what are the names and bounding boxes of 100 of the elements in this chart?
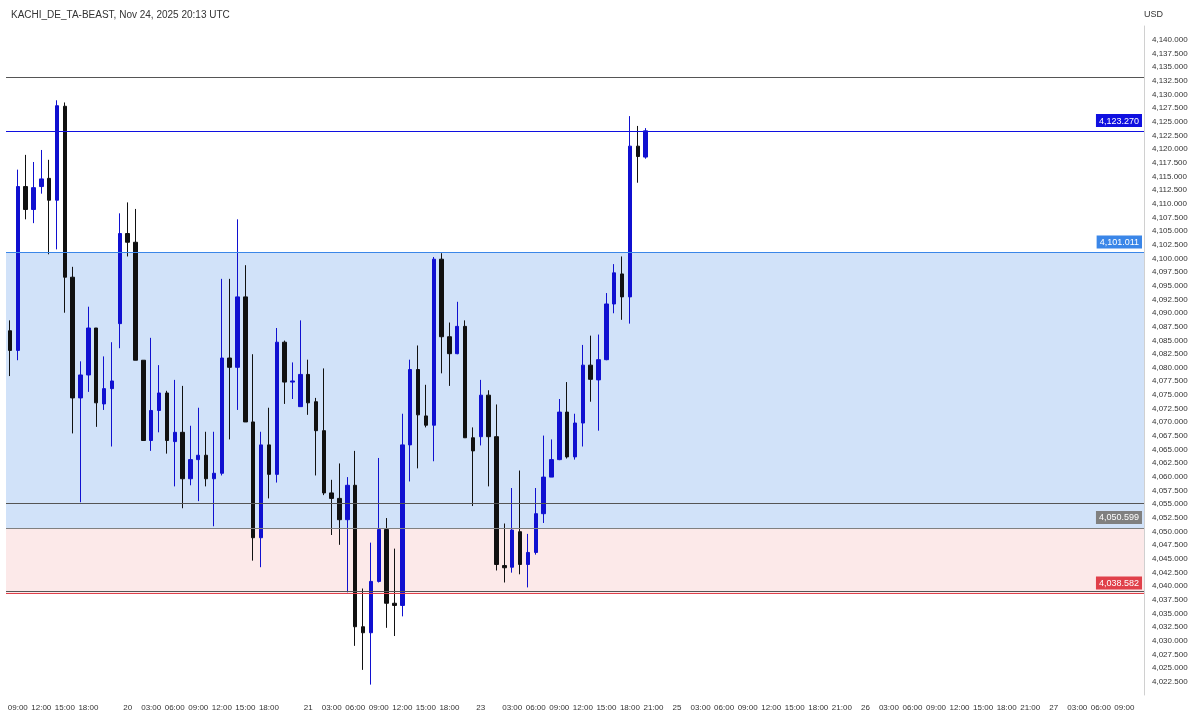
x-tick-label: 03:00: [690, 702, 712, 712]
y-tick-label: 4,137.500: [1152, 48, 1189, 58]
candlestick: [588, 335, 593, 403]
y-tick-label: 4,140.000: [1152, 35, 1189, 45]
x-tick-label: 09:00: [1114, 702, 1135, 712]
y-tick-label: 4,037.500: [1152, 594, 1189, 604]
y-tick-label: 4,097.500: [1152, 267, 1189, 277]
candlestick: [424, 384, 428, 428]
x-tick-label: 06:00: [714, 702, 735, 712]
ref-line-label: 4,101.011: [1099, 237, 1139, 248]
y-tick-label: 4,027.500: [1152, 649, 1189, 659]
x-tick-label: 03:00: [141, 702, 162, 712]
x-tick-label: 20: [123, 702, 133, 712]
x-tick-label: 26: [860, 702, 871, 712]
candlestick: [306, 359, 310, 416]
candlestick: [369, 542, 373, 686]
y-tick-label: 4,032.500: [1152, 622, 1189, 632]
candlestick: [125, 201, 130, 257]
candlestick: [353, 450, 357, 647]
candlestick: [204, 431, 208, 487]
candlestick: [8, 319, 12, 377]
x-tick-label: 18:00: [996, 702, 1018, 712]
y-tick-label: 4,025.000: [1152, 663, 1189, 673]
candlestick: [345, 476, 350, 593]
candlestick: [102, 355, 106, 411]
y-tick-label: 4,085.000: [1152, 335, 1189, 345]
y-tick-label: 4,125.000: [1152, 117, 1189, 127]
candlestick: [180, 385, 185, 509]
candlestick: [314, 397, 318, 476]
x-tick-label: 06:00: [902, 702, 924, 712]
y-tick-label: 4,090.000: [1152, 308, 1189, 318]
x-tick-label: 09:00: [549, 702, 570, 712]
candlestick: [455, 301, 459, 355]
y-tick-label: 4,040.000: [1152, 581, 1189, 591]
candlestick: [361, 588, 365, 671]
candlestick: [173, 379, 177, 487]
candlestick: [432, 256, 436, 462]
candlestick: [620, 255, 624, 321]
x-tick-label: 12:00: [392, 702, 413, 712]
candlestick: [149, 337, 153, 452]
candlestick: [141, 359, 146, 442]
candlestick: [439, 252, 444, 374]
candlestick: [251, 353, 255, 562]
candlestick: [220, 278, 224, 476]
y-tick-label: 4,045.000: [1152, 553, 1189, 563]
y-tick-label: 4,115.000: [1152, 171, 1188, 181]
candlestick: [392, 548, 397, 637]
candlestick: [157, 364, 161, 433]
candlestick: [78, 360, 83, 503]
candlestick: [416, 344, 420, 469]
candlestick: [39, 149, 44, 195]
y-tick-label: 4,135.000: [1152, 62, 1189, 72]
y-tick-label: 4,077.500: [1152, 376, 1189, 386]
candlestick: [377, 457, 381, 583]
candlestick: [628, 115, 632, 325]
candlestick: [526, 533, 530, 588]
ref-line-label: 4,038.582: [1098, 578, 1139, 589]
y-tick-label: 4,130.000: [1152, 89, 1189, 99]
y-tick-label: 4,110.000: [1152, 198, 1188, 208]
candlestick: [565, 381, 569, 460]
candlestick: [337, 462, 342, 546]
chart-title: KACHI_DE_TA-BEAST, Nov 24, 2025 20:13 UTC: [11, 8, 230, 20]
candlestick: [188, 425, 193, 486]
y-tick-label: 4,112.500: [1152, 185, 1188, 195]
y-tick-label: 4,065.000: [1152, 444, 1189, 454]
x-tick-label: 18:00: [78, 702, 99, 712]
candlestick: [471, 426, 475, 507]
y-tick-label: 4,107.500: [1152, 212, 1189, 222]
y-tick-label: 4,082.500: [1152, 349, 1189, 359]
x-tick-label: 03:00: [1067, 702, 1088, 712]
candlestick: [541, 435, 546, 524]
y-tick-label: 4,062.500: [1152, 458, 1189, 468]
ref-line-label: 4,050.599: [1098, 512, 1139, 523]
y-tick-label: 4,042.500: [1152, 567, 1189, 577]
x-tick-label: 21:00: [831, 702, 853, 712]
y-tick-label: 4,122.500: [1152, 130, 1189, 140]
x-tick-label: 18:00: [258, 702, 280, 712]
candlestick: [329, 479, 334, 536]
candlestick: [408, 359, 412, 482]
x-tick-label: 06:00: [345, 702, 366, 712]
x-tick-label: 09:00: [7, 702, 29, 712]
candlestick: [227, 278, 232, 440]
candlestick: [636, 125, 640, 184]
x-tick-label: 09:00: [368, 702, 390, 712]
candlestick: [447, 322, 452, 387]
y-tick-label: 4,087.500: [1152, 321, 1189, 331]
x-tick-label: 09:00: [188, 702, 209, 712]
x-tick-label: 18:00: [619, 702, 641, 712]
candlestick: [259, 431, 263, 568]
y-tick-label: 4,100.000: [1152, 253, 1189, 263]
y-tick-label: 4,022.500: [1152, 676, 1189, 686]
x-tick-label: 21: [303, 702, 314, 712]
y-tick-label: 4,095.000: [1152, 280, 1189, 290]
y-tick-label: 4,105.000: [1152, 226, 1189, 236]
x-tick-label: 09:00: [926, 702, 947, 712]
y-tick-label: 4,102.500: [1152, 239, 1189, 249]
candlestick: [55, 99, 59, 250]
x-tick-label: 15:00: [973, 702, 994, 712]
y-tick-label: 4,067.500: [1152, 431, 1189, 441]
candlestick: [510, 487, 514, 574]
